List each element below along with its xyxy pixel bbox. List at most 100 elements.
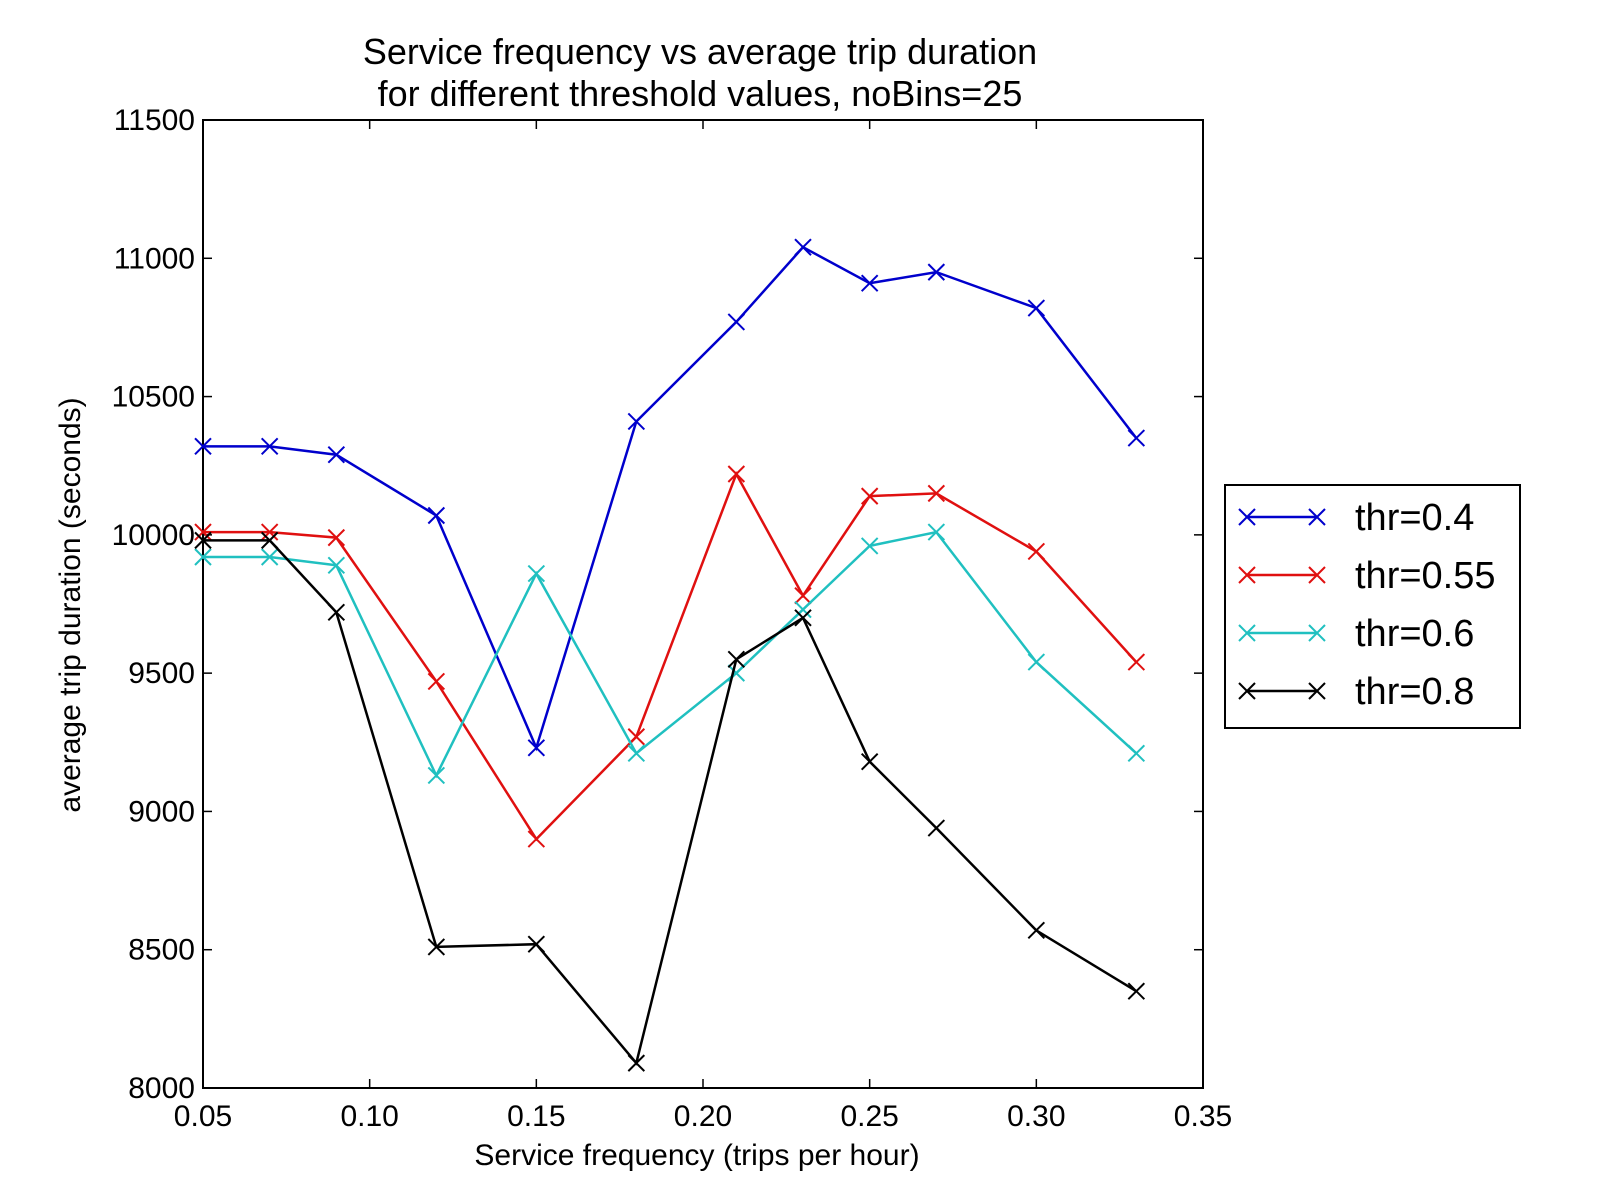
- data-point: [194, 531, 212, 550]
- x-marker-stroke: [1027, 542, 1046, 561]
- data-point: [627, 1054, 646, 1072]
- data-point: [194, 437, 212, 456]
- x-marker-stroke: [1027, 299, 1046, 317]
- legend-box: [1224, 484, 1521, 729]
- data-point: [427, 506, 446, 525]
- legend-label: thr=0.55: [1355, 555, 1496, 597]
- series-thr=0.6: [194, 523, 1146, 785]
- legend-entry: thr=0.55: [1238, 555, 1496, 597]
- legend-marker: [1308, 566, 1326, 584]
- legend-label: thr=0.6: [1355, 613, 1474, 655]
- x-marker-stroke: [927, 819, 946, 837]
- legend-marker: [1238, 682, 1256, 700]
- x-tick-label: 0.15: [507, 1100, 565, 1133]
- plot-frame: [202, 119, 1204, 1089]
- data-point: [927, 263, 946, 281]
- y-tick-label: 8000: [128, 1072, 195, 1105]
- legend-label: thr=0.4: [1355, 497, 1474, 539]
- series-line: [203, 245, 1138, 752]
- data-point: [527, 739, 546, 757]
- data-point: [794, 586, 812, 605]
- data-point: [260, 531, 279, 550]
- x-marker-stroke: [794, 238, 812, 256]
- x-marker-stroke: [927, 484, 946, 503]
- x-marker-stroke: [727, 650, 746, 669]
- x-marker-stroke: [1308, 566, 1326, 584]
- x-marker-stroke: [260, 437, 279, 456]
- x-tick-label: 0.30: [1007, 1100, 1065, 1133]
- x-marker-stroke: [527, 739, 546, 757]
- plot-area: [202, 119, 1204, 1089]
- x-marker-stroke: [1308, 508, 1326, 526]
- y-axis-label: average trip duration (seconds): [54, 397, 87, 812]
- x-marker-stroke: [1127, 982, 1146, 1000]
- x-tick-label: 0.25: [840, 1100, 898, 1133]
- x-tick-label: 0.20: [674, 1100, 732, 1133]
- y-tick-label: 10000: [112, 519, 195, 552]
- data-point: [860, 274, 879, 292]
- data-point: [427, 672, 446, 691]
- legend-marker: [1238, 624, 1256, 642]
- data-point: [1027, 653, 1046, 671]
- legend-marker: [1308, 682, 1326, 700]
- data-point: [627, 412, 646, 431]
- data-point: [927, 484, 946, 503]
- data-point: [727, 465, 746, 483]
- x-marker-stroke: [1127, 429, 1146, 447]
- x-marker-stroke: [727, 465, 746, 483]
- x-marker-stroke: [427, 672, 446, 691]
- x-marker-stroke: [194, 437, 212, 456]
- x-marker-stroke: [1127, 744, 1146, 763]
- x-tick-label: 0.10: [340, 1100, 398, 1133]
- data-point: [327, 528, 346, 547]
- x-marker-stroke: [627, 1054, 646, 1072]
- series-line: [203, 539, 1137, 1066]
- data-point: [627, 744, 646, 763]
- y-tick-label: 9500: [128, 657, 195, 690]
- legend-marker: [1238, 508, 1256, 526]
- axis-ticks: 0.05 0.10 0.15 0.20 0.25 0.30 0.35 8000 8500 9000…: [112, 104, 1233, 1133]
- legend-label: thr=0.8: [1355, 671, 1474, 713]
- x-marker-stroke: [860, 487, 879, 505]
- data-point: [927, 523, 946, 541]
- x-marker-stroke: [427, 506, 446, 525]
- x-marker-stroke: [1308, 624, 1326, 642]
- x-marker-stroke: [427, 766, 446, 785]
- data-point: [260, 523, 279, 541]
- x-marker-stroke: [794, 600, 812, 619]
- x-marker-stroke: [327, 445, 346, 464]
- x-marker-stroke: [194, 531, 212, 550]
- y-tick-label: 11000: [114, 242, 195, 275]
- data-point: [727, 650, 746, 669]
- legend-marker: [1308, 508, 1326, 526]
- x-marker-stroke: [1238, 566, 1256, 584]
- y-tick-label: 8500: [128, 934, 195, 967]
- data-point: [1027, 921, 1046, 940]
- data-point: [1127, 744, 1146, 763]
- x-marker-stroke: [627, 412, 646, 431]
- x-marker-stroke: [627, 744, 646, 763]
- x-marker-stroke: [527, 830, 546, 848]
- y-tick-label: 9000: [128, 795, 195, 828]
- data-point: [1027, 542, 1046, 561]
- data-point: [794, 609, 812, 627]
- x-marker-stroke: [794, 586, 812, 605]
- data-point: [927, 819, 946, 837]
- x-marker-stroke: [260, 531, 279, 550]
- legend-entry: thr=0.8: [1238, 671, 1474, 713]
- x-marker-stroke: [1127, 653, 1146, 671]
- y-tick-label: 11500: [114, 104, 195, 137]
- x-marker-stroke: [860, 752, 879, 771]
- data-point: [527, 564, 546, 583]
- x-marker-stroke: [1238, 682, 1256, 700]
- x-marker-stroke: [1027, 921, 1046, 940]
- x-marker-stroke: [327, 528, 346, 547]
- series-thr=0.4: [194, 238, 1146, 757]
- x-marker-stroke: [727, 313, 746, 331]
- x-marker-stroke: [194, 548, 212, 566]
- data-point: [527, 935, 546, 953]
- x-marker-stroke: [194, 523, 212, 541]
- x-marker-stroke: [1238, 508, 1256, 526]
- legend-entry: thr=0.4: [1238, 497, 1474, 539]
